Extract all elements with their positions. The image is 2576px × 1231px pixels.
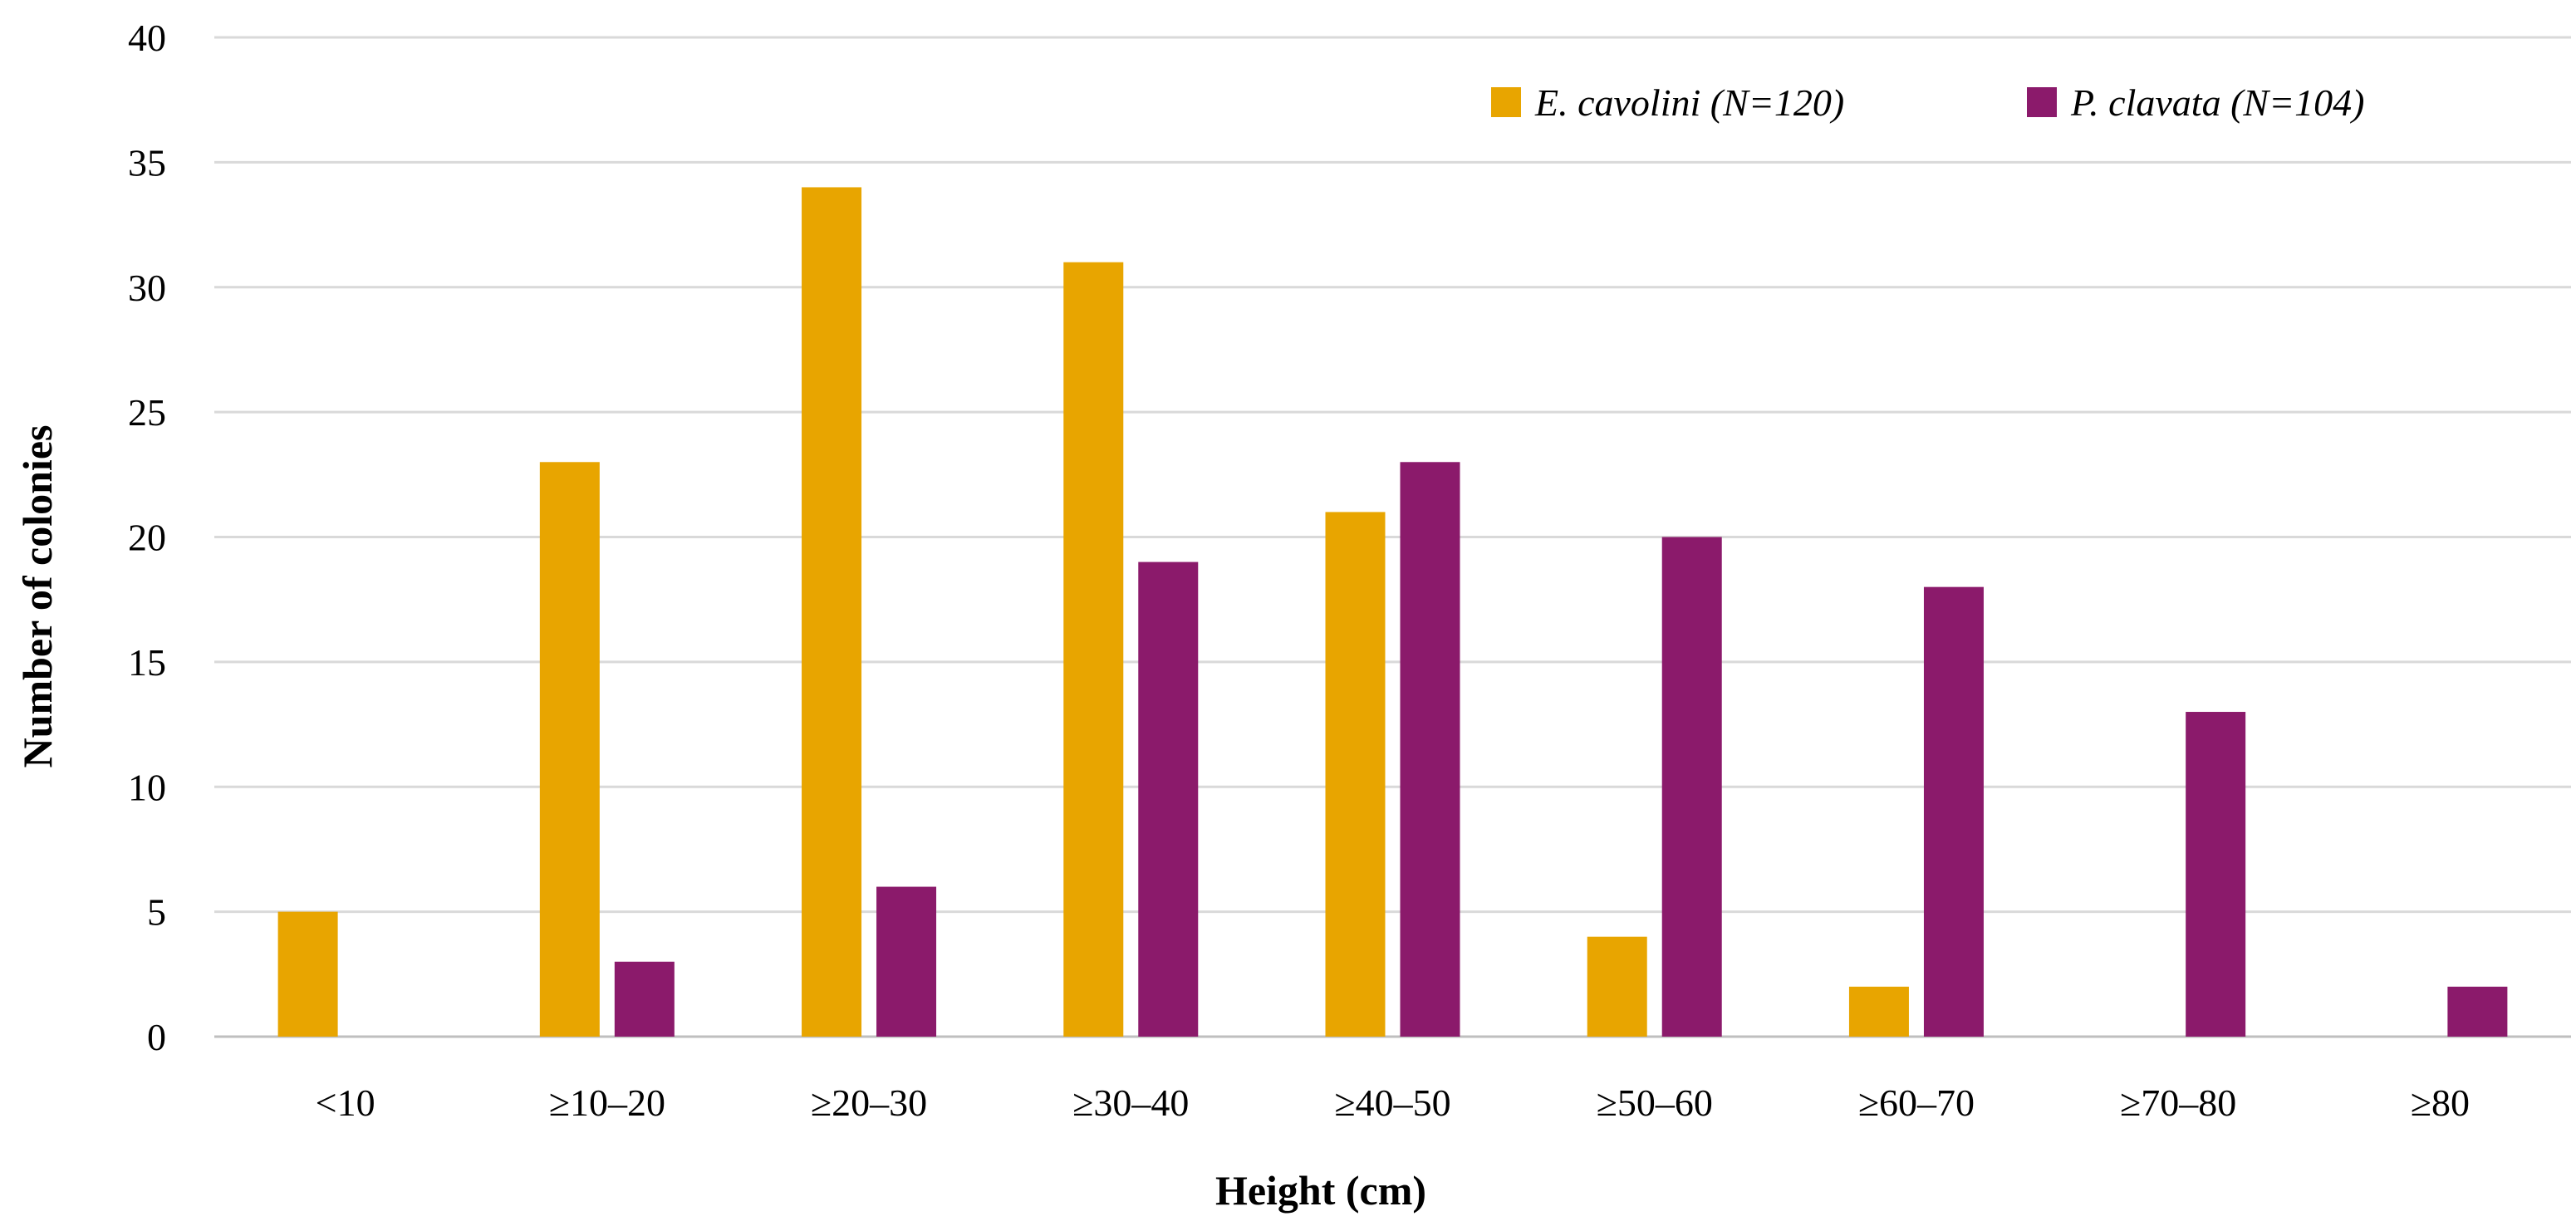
y-tick-label: 5	[147, 891, 166, 934]
bar-series-0-2	[802, 187, 861, 1037]
bars	[278, 187, 2508, 1037]
x-tick-label: ≥80	[2411, 1081, 2470, 1124]
x-tick-label: ≥50–60	[1597, 1081, 1713, 1124]
bar-series-1-2	[876, 887, 936, 1037]
legend-label-p-clavata: P. clavata (N=104)	[2070, 81, 2364, 124]
x-axis-title: Height (cm)	[1215, 1167, 1426, 1214]
bar-series-0-4	[1326, 512, 1386, 1037]
x-tick-label: ≥40–50	[1334, 1081, 1450, 1124]
y-axis-title: Number of colonies	[14, 425, 61, 768]
x-axis-ticks: <10 ≥10–20 ≥20–30 ≥30–40 ≥40–50 ≥50–60 ≥60–70 ≥…	[316, 1081, 2470, 1124]
bar-series-1-8	[2447, 987, 2507, 1037]
bar-series-1-5	[1662, 537, 1722, 1037]
bar-series-0-6	[1849, 987, 1909, 1037]
y-axis-ticks: 0 5 10 15 20 25 30 35 40	[128, 17, 166, 1058]
x-tick-label: ≥20–30	[811, 1081, 927, 1124]
x-tick-label: ≥70–80	[2120, 1081, 2236, 1124]
bar-series-1-7	[2186, 712, 2245, 1037]
y-tick-label: 40	[128, 17, 166, 59]
bar-series-0-5	[1587, 937, 1647, 1037]
y-tick-label: 0	[147, 1016, 166, 1058]
y-tick-label: 15	[128, 641, 166, 684]
legend: E. cavolini (N=120) P. clavata (N=104)	[1491, 81, 2364, 124]
bar-series-0-0	[278, 912, 338, 1037]
bar-series-0-1	[540, 462, 600, 1037]
y-tick-label: 35	[128, 141, 166, 184]
y-tick-label: 25	[128, 391, 166, 434]
bar-series-1-4	[1401, 462, 1460, 1037]
bar-series-1-1	[615, 962, 675, 1037]
x-tick-label: ≥60–70	[1858, 1081, 1975, 1124]
chart-container: 0 5 10 15 20 25 30 35 40 <10 ≥10–20 ≥20–30 ≥30–40 ≥4…	[0, 0, 2576, 1227]
y-tick-label: 10	[128, 766, 166, 808]
legend-swatch-p-clavata	[2027, 87, 2057, 117]
bar-series-1-3	[1138, 562, 1198, 1037]
bar-chart: 0 5 10 15 20 25 30 35 40 <10 ≥10–20 ≥20–30 ≥30–40 ≥4…	[0, 0, 2576, 1227]
x-tick-label: ≥10–20	[549, 1081, 665, 1124]
x-tick-label: ≥30–40	[1072, 1081, 1189, 1124]
legend-label-e-cavolini: E. cavolini (N=120)	[1534, 81, 1844, 124]
y-tick-label: 30	[128, 267, 166, 309]
y-tick-label: 20	[128, 517, 166, 559]
bar-series-0-3	[1063, 262, 1123, 1037]
legend-swatch-e-cavolini	[1491, 87, 1521, 117]
bar-series-1-6	[1924, 587, 1984, 1037]
x-tick-label: <10	[316, 1081, 375, 1124]
